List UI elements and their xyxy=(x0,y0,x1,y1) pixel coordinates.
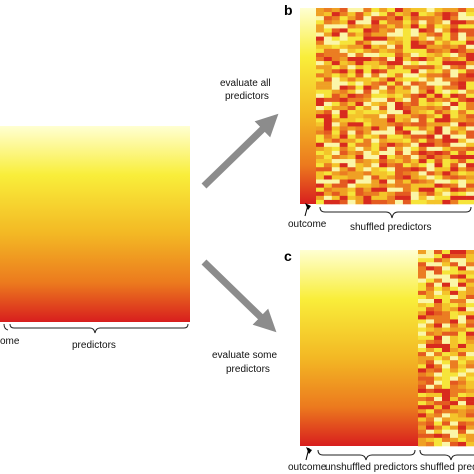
panel-a-outcome-brace xyxy=(3,323,9,331)
panel-c-unshuffled-block xyxy=(300,250,418,446)
panel-c-unshuffled-brace xyxy=(317,449,416,461)
arrow-top-label-line2: predictors xyxy=(225,91,269,102)
panel-a-predictors-brace xyxy=(9,323,189,334)
panel-c-outcome-label: outcome xyxy=(288,462,327,473)
panel-c-outcome-arrowhead xyxy=(306,447,312,454)
panel-b-outcome-label: outcome xyxy=(288,219,327,230)
arrow-bottom-label-line2: predictors xyxy=(226,364,270,375)
panel-c-shuffled-label: shuffled predic xyxy=(420,462,474,473)
panel-a-gradient xyxy=(0,126,190,322)
panel-b-letter: b xyxy=(284,2,293,18)
arrow-bottom: evaluate some predictors xyxy=(201,259,277,375)
panel-b-outcome-column xyxy=(300,8,316,204)
arrow-top: evaluate all predictors xyxy=(201,78,279,189)
panel-b-predictors-brace xyxy=(319,206,472,219)
panel-c-shuffled-heatmap xyxy=(418,250,474,447)
panel-b-outcome-arrowhead xyxy=(305,203,311,210)
arrow-bottom-label-line1: evaluate some xyxy=(212,350,277,361)
panel-b: b outcome shuffled predictors xyxy=(284,2,474,233)
panel-c-unshuffled-label: unshuffled predictors xyxy=(325,462,418,473)
panel-a: ome predictors xyxy=(0,126,190,351)
panel-c: c outcome unshuffled predictors shuffled… xyxy=(284,248,474,473)
arrow-top-shaft xyxy=(201,113,279,189)
panel-c-letter: c xyxy=(284,248,292,264)
panel-a-outcome-label: ome xyxy=(0,336,20,347)
panel-c-shuffled-brace xyxy=(419,449,474,461)
panel-b-predictors-label: shuffled predictors xyxy=(350,222,432,233)
panel-a-predictors-label: predictors xyxy=(72,340,116,351)
arrow-bottom-shaft xyxy=(201,259,277,333)
panel-b-shuffled-heatmap xyxy=(316,8,474,205)
arrow-top-label-line1: evaluate all xyxy=(220,78,271,89)
